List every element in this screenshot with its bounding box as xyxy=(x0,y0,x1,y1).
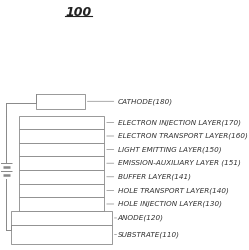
Text: SUBSTRATE(110): SUBSTRATE(110) xyxy=(118,231,180,238)
Bar xyxy=(19,116,104,129)
Bar xyxy=(19,129,104,143)
Text: HOLE INJECTION LAYER(130): HOLE INJECTION LAYER(130) xyxy=(118,201,222,207)
Bar xyxy=(11,225,112,244)
Text: LIGHT EMITTING LAYER(150): LIGHT EMITTING LAYER(150) xyxy=(118,146,221,153)
Bar xyxy=(36,94,85,109)
Text: EMISSION-AUXILIARY LAYER (151): EMISSION-AUXILIARY LAYER (151) xyxy=(118,160,240,166)
Bar xyxy=(19,170,104,183)
Bar xyxy=(11,211,112,225)
Text: ELECTRON INJECTION LAYER(170): ELECTRON INJECTION LAYER(170) xyxy=(118,119,241,126)
Bar xyxy=(19,197,104,211)
Text: CATHODE(180): CATHODE(180) xyxy=(118,98,173,104)
Text: ANODE(120): ANODE(120) xyxy=(118,215,164,221)
Text: 100: 100 xyxy=(66,6,92,19)
Text: BUFFER LAYER(141): BUFFER LAYER(141) xyxy=(118,174,190,180)
Text: HOLE TRANSPORT LAYER(140): HOLE TRANSPORT LAYER(140) xyxy=(118,187,228,194)
Bar xyxy=(19,156,104,170)
Text: ELECTRON TRANSPORT LAYER(160): ELECTRON TRANSPORT LAYER(160) xyxy=(118,133,248,139)
Bar xyxy=(19,143,104,156)
Bar xyxy=(19,184,104,197)
